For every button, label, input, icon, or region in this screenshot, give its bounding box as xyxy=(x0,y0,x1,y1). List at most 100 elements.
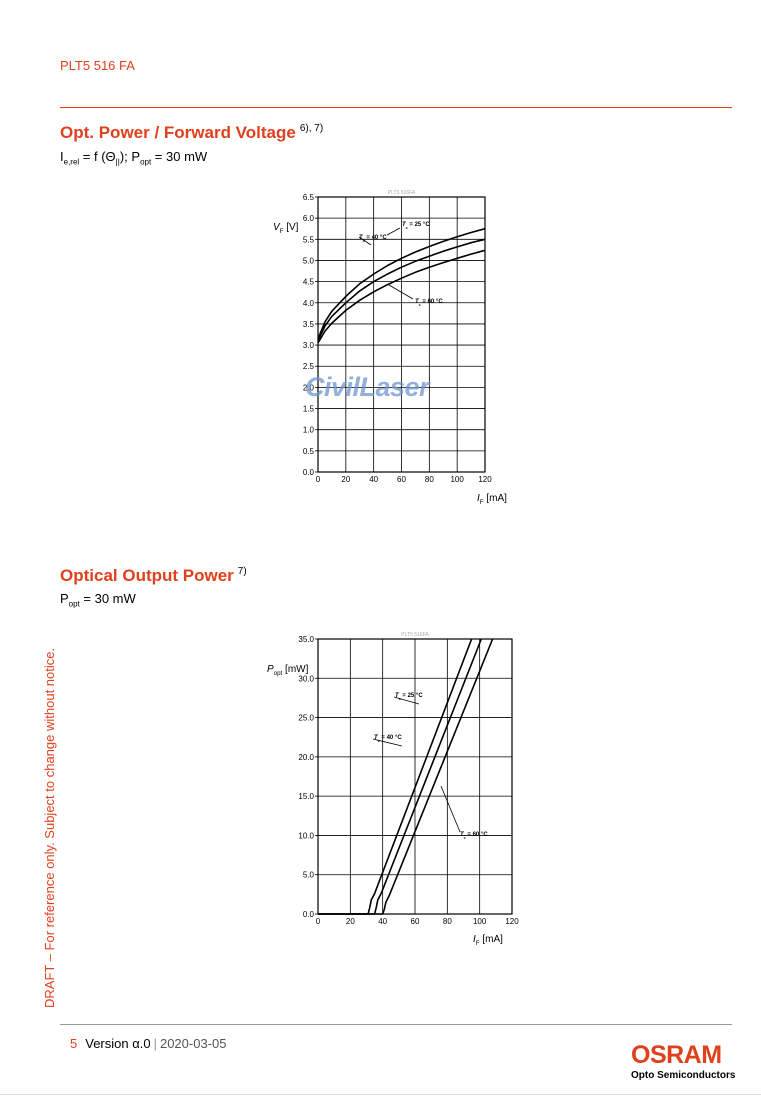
label-symbol: I xyxy=(477,493,480,504)
y-tick-label: 6.0 xyxy=(303,214,315,223)
y-tick-label: 35.0 xyxy=(298,635,314,644)
section-title-text: Opt. Power / Forward Voltage xyxy=(60,123,296,142)
x-tick-label: 20 xyxy=(346,917,355,926)
subtitle-part: P xyxy=(60,591,69,606)
x-tick-label: 40 xyxy=(378,917,387,926)
series-line-1 xyxy=(318,638,483,915)
y-tick-label: 20.0 xyxy=(298,753,314,762)
series-line-0 xyxy=(317,227,486,340)
y-tick-label: 1.5 xyxy=(303,405,315,414)
series-line-1 xyxy=(317,238,486,342)
leader-line-0 xyxy=(393,696,420,705)
series-label-1: Tc = 40 °C xyxy=(374,735,402,743)
y-tick-label: 5.0 xyxy=(303,256,315,265)
x-tick-label: 0 xyxy=(316,475,321,484)
label-unit: = 60 °C xyxy=(466,832,489,838)
leader-line-2 xyxy=(388,284,414,300)
y-tick-label: 25.0 xyxy=(298,714,314,723)
x-tick-label: 80 xyxy=(425,475,434,484)
leader-line-1 xyxy=(372,738,403,747)
leader-line-1 xyxy=(358,236,372,246)
subtitle-sub: opt xyxy=(140,157,152,167)
x-tick-label: 40 xyxy=(369,475,378,484)
label-subscript: c xyxy=(363,239,365,243)
osram-logo: OSRAM Opto Semiconductors xyxy=(631,1041,736,1082)
section-title-optical-output: Optical Output Power 7) xyxy=(60,566,247,586)
y-tick-label: 3.5 xyxy=(303,320,315,329)
label-symbol: T xyxy=(374,735,379,741)
series-label-2: Tc = 60 °C xyxy=(460,832,488,840)
x-tick-label: 120 xyxy=(505,917,519,926)
subtitle-part: = f (Θ xyxy=(79,149,116,164)
series-line-2 xyxy=(318,638,494,915)
page-bottom-edge xyxy=(0,1094,761,1095)
version-label: Version α.0 xyxy=(85,1036,151,1051)
x-tick-label: 0 xyxy=(316,917,321,926)
series-label-0: Tc = 25 °C xyxy=(402,222,430,230)
subtitle-part: ); P xyxy=(119,149,141,164)
label-unit: = 25 °C xyxy=(408,222,431,228)
label-subscript: F xyxy=(476,940,480,947)
series-label-1: Tc = 40 °C xyxy=(359,235,387,243)
label-unit: = 60 °C xyxy=(421,299,444,305)
subtitle-part: = 30 mW xyxy=(151,149,208,164)
label-symbol: P xyxy=(267,664,274,675)
header-divider xyxy=(60,107,732,108)
y-tick-label: 5.0 xyxy=(303,871,315,880)
footnote-ref: 6), 7) xyxy=(299,123,324,135)
watermark: CivilLaser xyxy=(305,372,430,402)
label-unit: [mW] xyxy=(282,664,308,675)
label-unit: = 25 °C xyxy=(401,693,424,699)
x-tick-label: 80 xyxy=(443,917,452,926)
x-tick-label: 100 xyxy=(473,917,487,926)
y-tick-label: 15.0 xyxy=(298,792,314,801)
footer-divider xyxy=(60,1024,732,1025)
label-symbol: T xyxy=(460,832,465,838)
series-label-0: Tc = 25 °C xyxy=(395,693,423,701)
optical-output-chart: PLT5 516FA 0 20 40 60 80 100 120 0.0 5.0 10.0 15.0 2… xyxy=(267,632,519,947)
y-tick-label: 10.0 xyxy=(298,831,314,840)
plot-frame xyxy=(317,196,486,473)
draft-notice: DRAFT – For reference only. Subject to c… xyxy=(42,647,57,1008)
label-unit: [mA] xyxy=(480,934,504,945)
leader-line-2 xyxy=(440,785,461,833)
label-symbol: T xyxy=(395,693,400,699)
x-tick-label: 20 xyxy=(341,475,350,484)
label-symbol: T xyxy=(359,235,364,241)
subtitle-sub: || xyxy=(115,157,120,167)
logo-name: OSRAM xyxy=(631,1041,722,1069)
y-axis-label: VF [V] xyxy=(273,222,299,235)
label-unit: = 40 °C xyxy=(380,735,403,741)
subtitle-part: I xyxy=(60,149,64,164)
release-date: 2020-03-05 xyxy=(159,1036,227,1051)
label-subscript: c xyxy=(464,836,466,840)
y-tick-label: 6.5 xyxy=(303,193,315,202)
subtitle-sub: e,rel xyxy=(63,157,80,167)
x-tick-label: 120 xyxy=(478,475,492,484)
footer-separator: | xyxy=(153,1036,157,1051)
x-axis-label: IF [mA] xyxy=(473,934,503,947)
chart-title: PLT5 516FA xyxy=(401,632,429,638)
label-symbol: I xyxy=(473,934,476,945)
y-tick-label: 0.5 xyxy=(303,447,315,456)
y-tick-label: 3.0 xyxy=(303,341,315,350)
series-label-2: Tc = 60 °C xyxy=(415,299,443,307)
section-title-forward-voltage: Opt. Power / Forward Voltage 6), 7) xyxy=(60,123,323,143)
x-tick-label: 100 xyxy=(450,475,464,484)
label-subscript: c xyxy=(378,739,380,743)
label-unit: [mA] xyxy=(484,493,508,504)
section-subtitle-forward-voltage: Ie,rel = f (Θ||); Popt = 30 mW xyxy=(60,149,207,167)
chart-title: PLT5 516FA xyxy=(388,190,416,196)
label-subscript: c xyxy=(419,303,421,307)
y-tick-label: 2.0 xyxy=(303,383,315,392)
y-tick-label: 0.0 xyxy=(303,468,315,477)
leader-line-0 xyxy=(386,227,401,236)
logo-tagline: Opto Semiconductors xyxy=(631,1070,736,1081)
y-tick-label: 4.5 xyxy=(303,278,315,287)
footnote-ref: 7) xyxy=(237,566,247,578)
y-tick-label: 0.0 xyxy=(303,910,315,919)
label-symbol: T xyxy=(402,222,407,228)
section-subtitle-optical-output: Popt = 30 mW xyxy=(60,591,136,609)
label-subscript: F xyxy=(480,499,484,506)
y-tick-label: 2.5 xyxy=(303,362,315,371)
